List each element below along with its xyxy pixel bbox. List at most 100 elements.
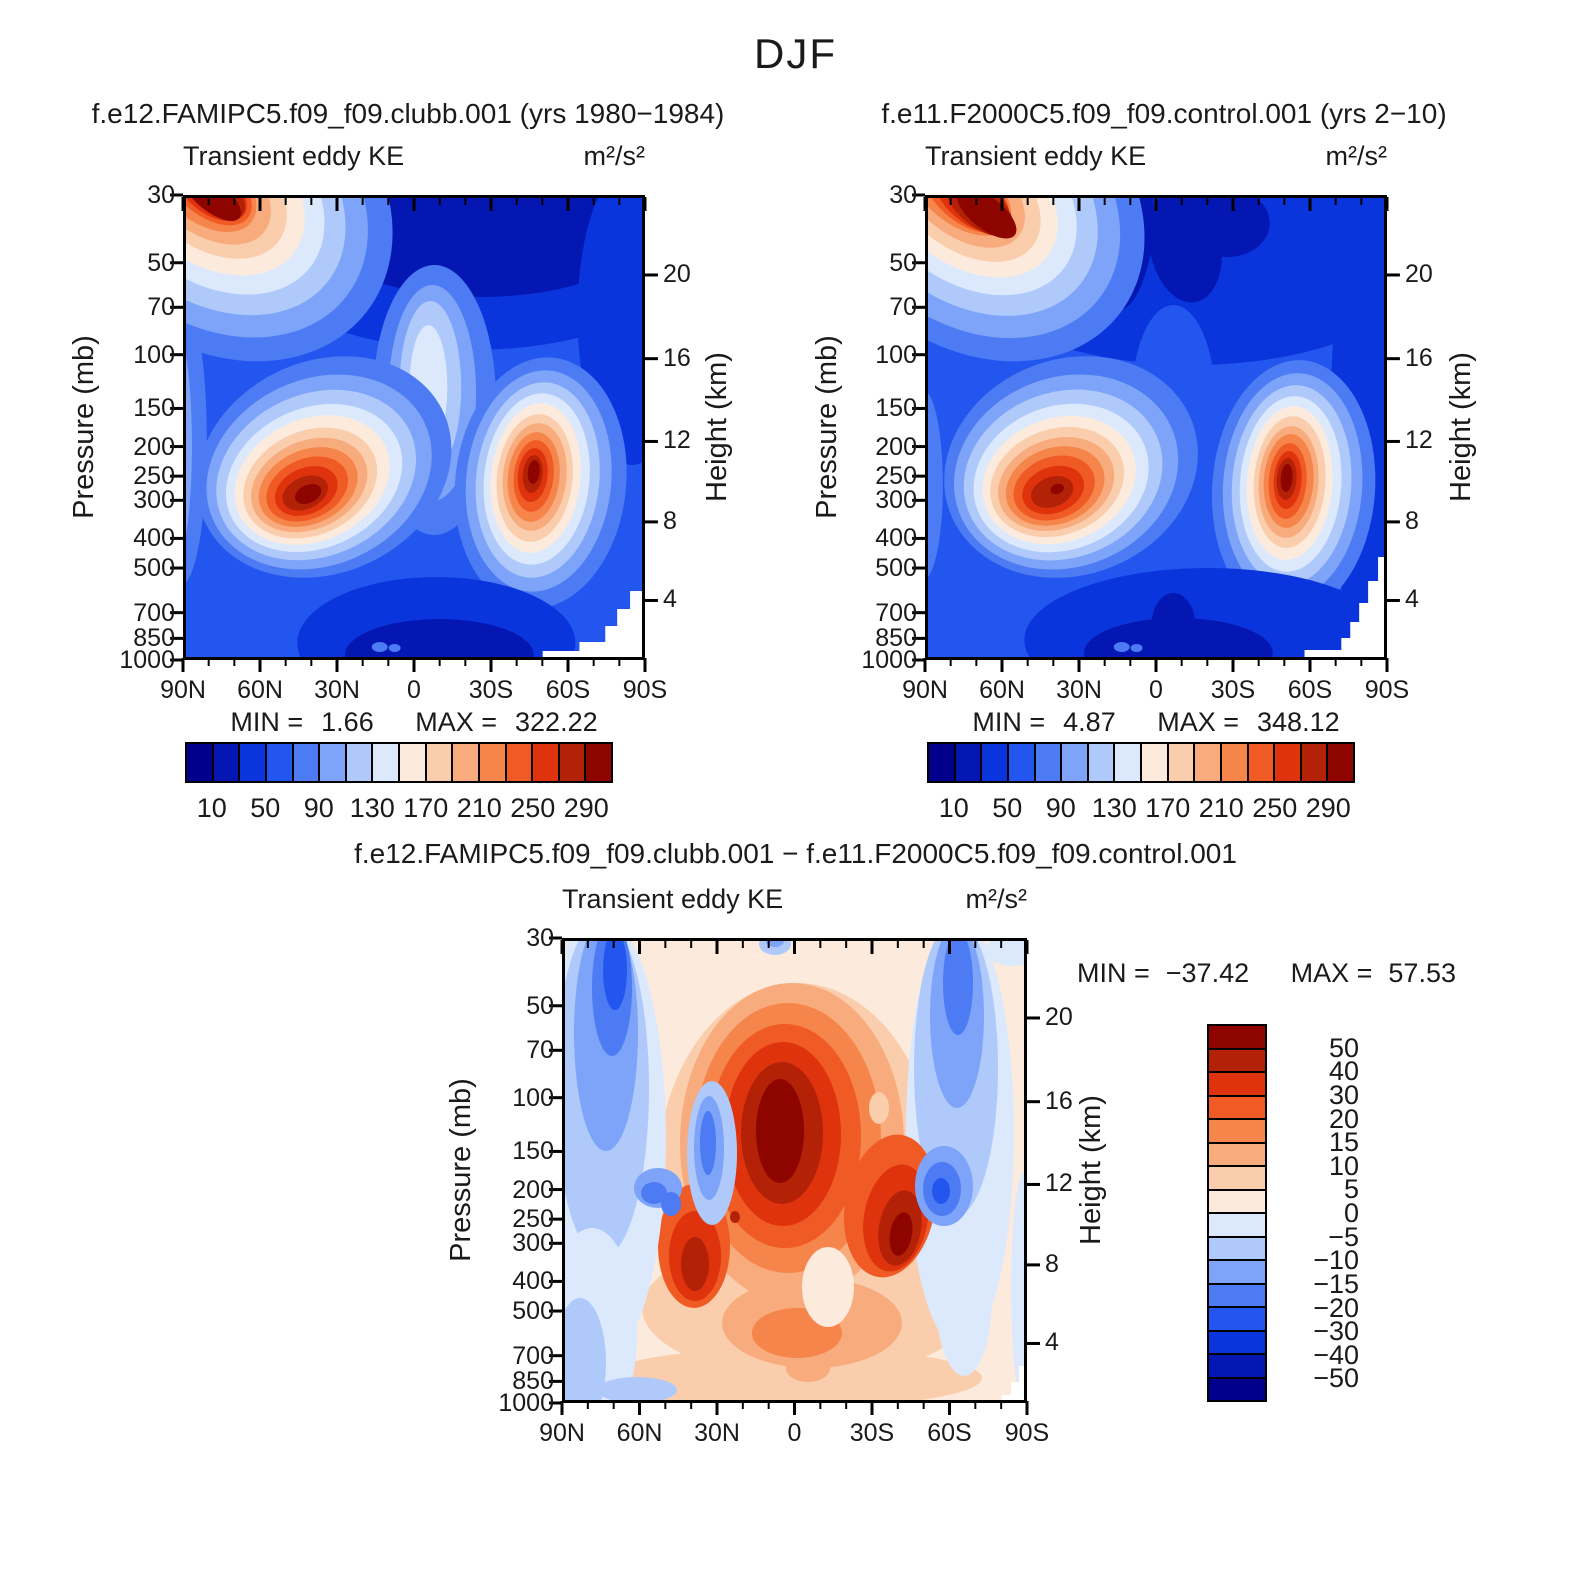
contour-field [925, 195, 1387, 660]
lon-tick-label: 0 [787, 1419, 802, 1447]
max-value: 348.12 [1257, 707, 1340, 737]
min-value: −37.42 [1165, 958, 1250, 988]
colorbar-tick-label: 90 [1045, 793, 1076, 823]
pressure-tick-label: 50 [526, 991, 554, 1020]
lon-tick-label: 90S [622, 676, 668, 704]
max-value: 57.53 [1388, 958, 1456, 988]
colorbar-tick-label: 15 [1328, 1127, 1359, 1158]
pressure-tick-label: 850 [133, 624, 175, 653]
colorbar-tick-label: 250 [1252, 793, 1298, 823]
lon-tick-label: 30N [1056, 676, 1102, 704]
pressure-tick-label: 1000 [861, 646, 917, 674]
axes [549, 936, 1040, 1415]
colorbar-vertical [1207, 1024, 1267, 1402]
colorbar-tick-label: −30 [1313, 1316, 1359, 1347]
colorbar-cell [1035, 744, 1063, 781]
colorbar-cell [1275, 744, 1302, 781]
case-title-control: f.e11.F2000C5.f09_f09.control.001 (yrs 2… [881, 98, 1447, 129]
height-tick-label: 20 [1045, 1002, 1073, 1031]
colorbar-tick-label: −50 [1313, 1363, 1359, 1394]
axes [912, 193, 1400, 672]
pressure-tick-label: 700 [875, 598, 917, 627]
pressure-tick-label: 700 [133, 598, 175, 627]
minmax-row: MIN = 1.66 MAX = 322.22 [143, 707, 685, 738]
max-label: MAX = [1290, 958, 1373, 988]
case-title-clubb: f.e12.FAMIPC5.f09_f09.clubb.001 (yrs 198… [91, 98, 725, 129]
colorbar-cell [1168, 744, 1196, 781]
contour-plot-difference [549, 936, 1040, 1415]
pressure-tick-label: 700 [512, 1341, 554, 1370]
colorbar-tick-label: 130 [1091, 793, 1137, 823]
lon-tick-label: 60S [1287, 676, 1333, 704]
colorbar-tick-label: −15 [1313, 1268, 1359, 1299]
pressure-tick-label: 30 [889, 181, 917, 209]
pressure-tick-label: 200 [875, 432, 917, 461]
colorbar-cell [1115, 744, 1142, 781]
units-label: m²/s² [1325, 141, 1387, 171]
pressure-tick-label: 300 [512, 1229, 554, 1258]
colorbar-cell [266, 744, 294, 781]
colorbar-tick-label: 90 [303, 793, 334, 823]
height-tick-label: 16 [663, 343, 691, 372]
height-axis-label-left: Height (km) [701, 352, 733, 502]
pressure-tick-label: 70 [889, 293, 917, 322]
colorbar-tick-label: 170 [403, 793, 449, 823]
pressure-tick-label: 30 [147, 181, 175, 209]
colorbar-cell [1209, 1049, 1265, 1073]
lon-tick-label: 60N [237, 676, 283, 704]
colorbar-tick-label: −10 [1313, 1245, 1359, 1276]
pressure-tick-label: 150 [875, 394, 917, 423]
height-tick-label: 20 [663, 259, 691, 288]
lon-tick-label: 90N [160, 676, 206, 704]
colorbar-cell [1209, 1073, 1265, 1097]
min-label: MIN = [972, 707, 1046, 737]
colorbar-tick-label: 130 [349, 793, 395, 823]
minmax-row: MIN = 4.87 MAX = 348.12 [885, 707, 1427, 738]
colorbar-cell [1209, 1167, 1265, 1191]
colorbar-tick-label: 50 [992, 793, 1023, 823]
lon-tick-label: 90N [539, 1419, 585, 1447]
height-tick-label: 16 [1045, 1086, 1073, 1115]
pressure-tick-label: 100 [133, 340, 175, 369]
colorbar-cell [1209, 1261, 1265, 1285]
colorbar-cell [559, 744, 587, 781]
colorbar-cell [479, 744, 507, 781]
colorbar-cell [1209, 1331, 1265, 1355]
colorbar-cell [1008, 744, 1036, 781]
lon-tick-label: 0 [1149, 676, 1163, 704]
colorbar-cell [1209, 1120, 1265, 1144]
colorbar-cell [929, 744, 956, 781]
colorbar-cell [426, 744, 454, 781]
units-label: m²/s² [965, 884, 1027, 914]
max-label: MAX = [415, 707, 498, 737]
pressure-tick-label: 100 [512, 1083, 554, 1112]
height-tick-label: 12 [1405, 426, 1433, 455]
colorbar-cell [955, 744, 983, 781]
lon-tick-label: 30N [314, 676, 360, 704]
pressure-tick-label: 400 [512, 1267, 554, 1296]
case-title-difference: f.e12.FAMIPC5.f09_f09.clubb.001 − f.e11.… [354, 838, 1237, 869]
colorbar-cell [1142, 744, 1169, 781]
min-value: 4.87 [1063, 707, 1116, 737]
colorbar-cell [373, 744, 400, 781]
colorbar-cell [1209, 1026, 1265, 1050]
contour-plot-control [912, 193, 1400, 672]
field-label: Transient eddy KE [562, 884, 784, 914]
lon-tick-label: 30S [849, 1419, 895, 1447]
pressure-axis-label-diff: Pressure (mb) [445, 1078, 477, 1262]
pressure-tick-label: 50 [889, 248, 917, 277]
panel-control: Transient eddy KE m²/s² MIN = 4.87 MAX = 3… [861, 141, 1432, 823]
max-label: MAX = [1157, 707, 1240, 737]
colorbar-cell [1301, 744, 1329, 781]
height-tick-label: 4 [1405, 585, 1419, 614]
colorbar-cell [982, 744, 1009, 781]
colorbar-cell [240, 744, 267, 781]
pressure-tick-label: 250 [875, 462, 917, 491]
axes [170, 193, 658, 672]
colorbar [927, 742, 1355, 783]
colorbar-cell [400, 744, 427, 781]
colorbar-tick-label: 10 [196, 793, 227, 823]
height-tick-label: 16 [1405, 343, 1433, 372]
pressure-axis-label-right: Pressure (mb) [811, 335, 843, 519]
lon-tick-label: 60S [927, 1419, 972, 1447]
